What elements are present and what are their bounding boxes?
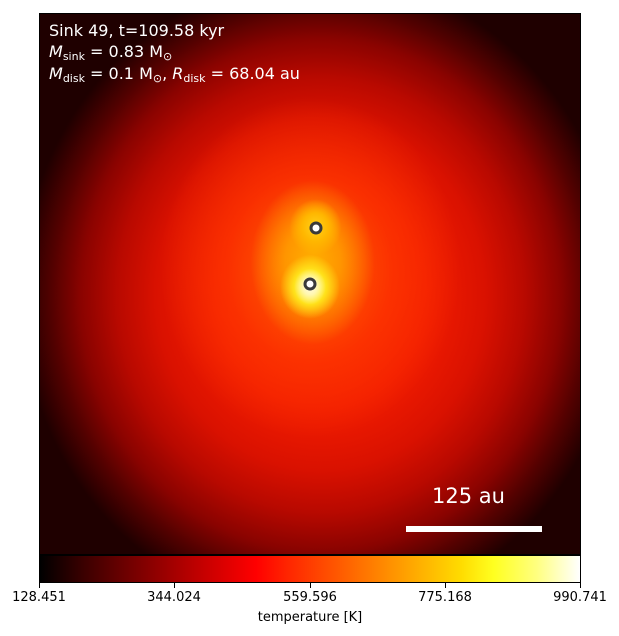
scale-bar-label: 125 au — [432, 484, 505, 508]
sink-mass-unit-subscript: ⊙ — [163, 50, 173, 63]
temperature-map: Sink 49, t=109.58 kyr Msink = 0.83 M⊙ Md… — [39, 13, 581, 555]
colorbar-tick-1 — [174, 583, 175, 588]
disk-radius-subscript: disk — [183, 72, 206, 85]
colorbar-tick-0 — [39, 583, 40, 588]
colorbar-tick-label-3: 775.168 — [418, 590, 472, 605]
sink-info-line: Sink 49, t=109.58 kyr — [49, 21, 224, 41]
disk-mass-symbol: M — [49, 64, 63, 83]
disk-separator: , — [162, 64, 173, 83]
colorbar-tick-4 — [580, 583, 581, 588]
colorbar-tick-label-1: 344.024 — [147, 590, 201, 605]
colorbar-tick-label-0: 128.451 — [12, 590, 66, 605]
scale-bar — [406, 526, 542, 532]
disk-mass-value: = 0.1 M — [84, 64, 153, 83]
colorbar-tick-3 — [445, 583, 446, 588]
colorbar-tick-2 — [310, 583, 311, 588]
sink-mass-subscript: sink — [62, 50, 85, 63]
colorbar — [39, 555, 581, 583]
disk-properties-line: Mdisk = 0.1 M⊙, Rdisk = 68.04 au — [49, 64, 300, 89]
disk-radius-symbol: R — [172, 64, 184, 83]
sink-markers-layer — [303, 221, 323, 291]
colorbar-tick-label-4: 990.741 — [553, 590, 607, 605]
sink-mass-symbol: M — [49, 42, 63, 61]
sink-mass-value: = 0.83 M — [84, 42, 164, 61]
sink-title: Sink 49, t=109.58 kyr — [49, 21, 225, 40]
sink-marker-upper — [309, 221, 323, 235]
sink-marker-lower — [303, 277, 317, 291]
disk-mass-subscript: disk — [62, 72, 85, 85]
disk-mass-unit-subscript: ⊙ — [152, 72, 163, 85]
disk-radius-value: = 68.04 au — [205, 64, 300, 83]
colorbar-tick-label-2: 559.596 — [283, 590, 337, 605]
colorbar-label: temperature [K] — [257, 610, 363, 625]
sink-mass-line: Msink = 0.83 M⊙ — [49, 42, 172, 67]
